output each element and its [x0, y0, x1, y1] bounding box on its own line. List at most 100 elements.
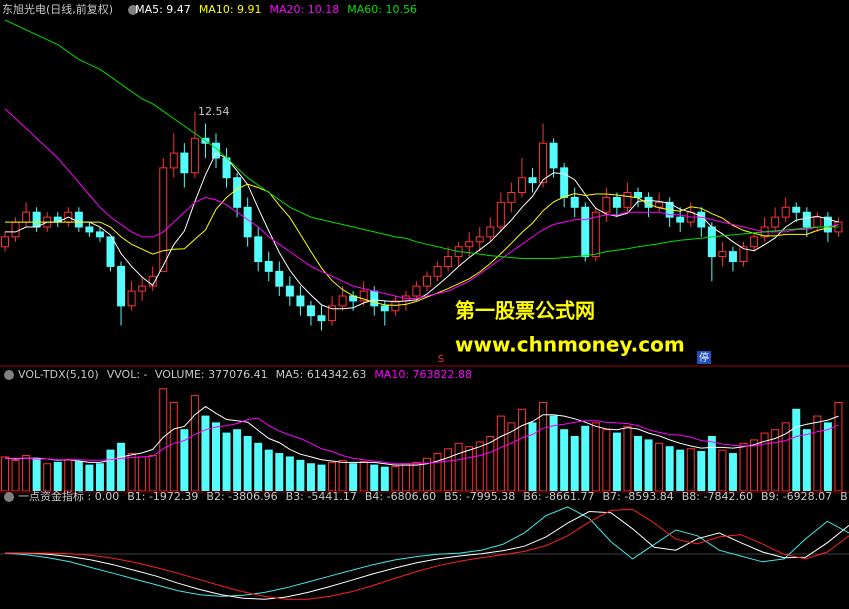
- volume-bar: [465, 446, 474, 491]
- candle-body: [212, 142, 220, 159]
- volume-bar: [581, 425, 590, 491]
- series-line: [5, 508, 849, 600]
- header-item: B4: -6806.60: [365, 490, 436, 503]
- candle-body: [634, 192, 642, 198]
- candle-body: [159, 167, 168, 272]
- volume-bar: [644, 439, 653, 491]
- candle-body: [728, 251, 737, 262]
- candle-body: [296, 295, 305, 307]
- volume-bar: [623, 425, 632, 491]
- indicator-header: 一点资金指标 : 0.00 B1: -1972.39 B2: -3806.96 B3:…: [18, 489, 849, 503]
- volume-bar: [697, 450, 706, 491]
- volume-bar: [560, 429, 569, 491]
- volume-bar: [148, 455, 157, 491]
- volume-bar: [549, 415, 558, 491]
- header-item: 一点资金指标 : 0.00: [18, 489, 119, 503]
- volume-bar: [517, 408, 526, 491]
- volume-bar: [781, 422, 790, 491]
- header-item: MA10: 763822.88: [374, 368, 472, 381]
- volume-bar: [296, 459, 305, 491]
- volume-bar: [454, 442, 463, 491]
- candle-body: [1, 236, 9, 248]
- volume-bar: [707, 436, 716, 491]
- watermark: www.chnmoney.com: [455, 333, 685, 357]
- volume-bar: [180, 429, 189, 491]
- volume-bar: [117, 442, 126, 491]
- volume-bar: [412, 461, 421, 491]
- candle-body: [718, 251, 727, 258]
- candle-body: [581, 206, 590, 258]
- candle-body: [792, 206, 801, 213]
- candle-body: [169, 152, 178, 169]
- volume-bar: [792, 408, 801, 491]
- header-item: MA10: 9.91: [199, 3, 262, 16]
- candle-body: [243, 206, 252, 238]
- candle-body: [486, 226, 495, 238]
- watermark: 第一股票公式网: [455, 299, 595, 323]
- volume-bar: [212, 422, 220, 491]
- volume-bar: [655, 442, 664, 491]
- volume-bar: [401, 463, 410, 491]
- candle-body: [475, 236, 484, 243]
- candle-body: [813, 216, 822, 228]
- volume-bar: [634, 436, 642, 491]
- series-line: [4, 506, 849, 597]
- volume-bar: [496, 415, 505, 491]
- candle-body: [233, 177, 242, 208]
- volume-bar: [222, 432, 231, 491]
- volume-bar: [275, 453, 284, 491]
- candle-body: [148, 275, 157, 287]
- candle-body: [264, 261, 273, 272]
- header-item: B8: -7842.60: [682, 490, 753, 503]
- candle-body: [106, 236, 115, 267]
- candle-body: [444, 256, 453, 267]
- volume-bar: [306, 463, 315, 491]
- candle-body: [750, 236, 759, 248]
- header-item: MA60: 10.56: [347, 3, 417, 16]
- candle-body: [254, 236, 263, 263]
- volume-bar: [43, 463, 52, 491]
- candle-body: [127, 290, 136, 307]
- volume-bar: [823, 422, 832, 491]
- candle-body: [306, 305, 315, 317]
- price-panel: [1, 20, 843, 331]
- header-item: B10: -64: [840, 490, 849, 503]
- volume-bar: [760, 432, 769, 491]
- menu-icon[interactable]: [4, 492, 14, 502]
- volume-header: VOL-TDX(5,10) VVOL: - VOLUME: 377076.41 MA5…: [18, 368, 472, 381]
- candle-body: [560, 167, 569, 198]
- volume-bar: [11, 459, 20, 491]
- candle-body: [95, 231, 104, 238]
- series-line: [4, 405, 839, 466]
- volume-bar: [127, 453, 136, 491]
- indicator-panel: [4, 506, 849, 600]
- candle-body: [11, 221, 20, 238]
- candle-body: [528, 177, 537, 184]
- volume-bar: [370, 464, 379, 491]
- volume-bar: [328, 461, 337, 491]
- volume-bar: [338, 459, 347, 491]
- series-line: [4, 20, 839, 259]
- volume-bar: [380, 466, 389, 491]
- volume-bar: [433, 453, 442, 491]
- volume-bar: [254, 442, 263, 491]
- volume-bar: [159, 388, 168, 491]
- header-item: 东旭光电(日线,前复权): [2, 2, 113, 16]
- volume-bar: [528, 422, 537, 491]
- menu-icon[interactable]: [4, 370, 14, 380]
- volume-bar: [391, 465, 400, 491]
- menu-icon[interactable]: [128, 5, 138, 15]
- candle-body: [676, 216, 685, 223]
- volume-bar: [423, 457, 431, 491]
- series-line: [5, 417, 839, 465]
- volume-bar: [475, 441, 484, 491]
- header-item: B3: -5441.17: [286, 490, 357, 503]
- header-item: MA5: 9.47: [135, 3, 191, 16]
- volume-bar: [444, 448, 453, 491]
- candle-body: [117, 265, 126, 307]
- header-item: MA5: 614342.63: [276, 368, 367, 381]
- candle-body: [138, 285, 147, 292]
- volume-bar: [834, 401, 843, 491]
- candle-body: [612, 196, 621, 208]
- header-item: VOLUME: 377076.41: [155, 368, 268, 381]
